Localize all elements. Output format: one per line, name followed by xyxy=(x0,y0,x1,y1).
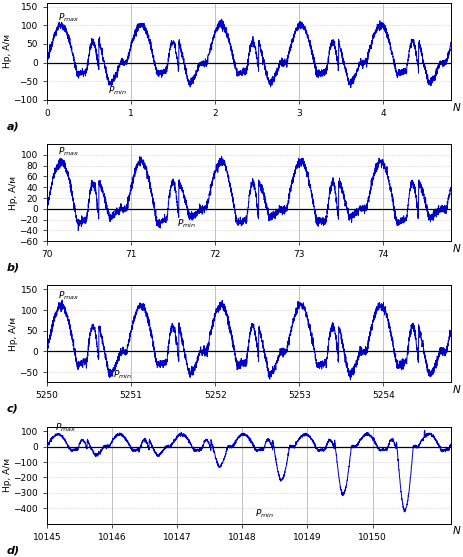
Y-axis label: Нр, А/м: Нр, А/м xyxy=(3,35,12,69)
Text: N: N xyxy=(453,526,460,536)
Text: $P_{min}$: $P_{min}$ xyxy=(107,84,126,97)
Text: $P_{max}$: $P_{max}$ xyxy=(58,290,79,302)
Text: $P_{min}$: $P_{min}$ xyxy=(255,508,274,520)
Y-axis label: Нр, А/м: Нр, А/м xyxy=(8,317,18,351)
Text: d): d) xyxy=(6,545,20,555)
Text: N: N xyxy=(453,102,460,113)
Text: $P_{max}$: $P_{max}$ xyxy=(58,12,79,24)
Text: $P_{min}$: $P_{min}$ xyxy=(177,217,196,229)
Text: c): c) xyxy=(6,404,19,414)
Text: a): a) xyxy=(6,121,19,131)
Y-axis label: Нр, А/м: Нр, А/м xyxy=(3,458,12,492)
Text: $P_{max}$: $P_{max}$ xyxy=(58,146,79,158)
Y-axis label: Нр, А/м: Нр, А/м xyxy=(8,175,18,209)
Text: N: N xyxy=(453,244,460,254)
Text: N: N xyxy=(453,385,460,395)
Text: $P_{min}$: $P_{min}$ xyxy=(113,368,131,380)
Text: $P_{max}$: $P_{max}$ xyxy=(56,422,77,434)
Text: b): b) xyxy=(6,262,20,272)
